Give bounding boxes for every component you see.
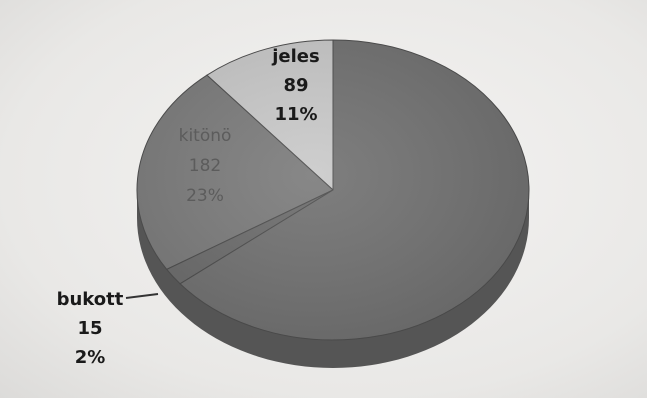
pie-body — [136, 39, 530, 368]
label-bukott-name: bukott — [57, 289, 124, 310]
label-bukott-leader — [125, 293, 159, 299]
label-kitono: kitönö 182 23% — [179, 126, 232, 206]
label-bukott-percent: 2% — [75, 347, 106, 368]
label-jeles-name: jeles — [271, 46, 319, 67]
label-kitono-percent: 23% — [186, 186, 224, 206]
label-kitono-value: 182 — [189, 156, 221, 176]
pie-side-wall — [137, 190, 529, 368]
label-bukott: bukott 15 2% — [57, 289, 159, 368]
label-jeles: jeles 89 11% — [271, 46, 319, 125]
label-bukott-value: 15 — [77, 318, 102, 339]
pie-top-shade — [137, 40, 529, 340]
label-jeles-percent: 11% — [274, 104, 317, 125]
label-jeles-value: 89 — [283, 75, 308, 96]
label-kitono-name: kitönö — [179, 126, 232, 146]
